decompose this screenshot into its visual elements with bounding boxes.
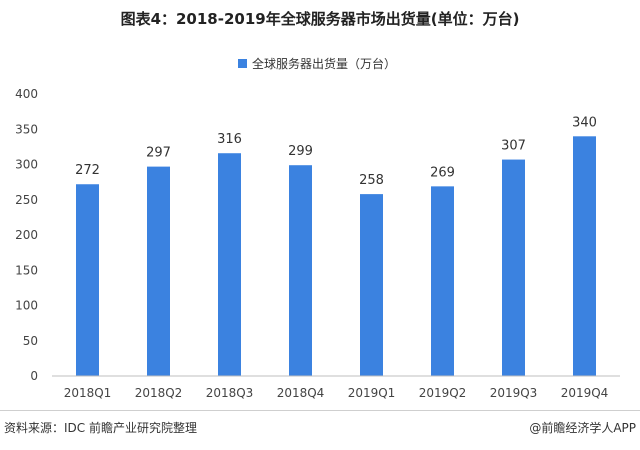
- bar: [218, 153, 241, 376]
- data-label: 297: [146, 146, 171, 161]
- bar-series: [76, 136, 596, 376]
- y-tick-label: 350: [15, 122, 38, 136]
- x-tick-label: 2019Q2: [419, 386, 467, 400]
- data-label: 269: [430, 165, 455, 180]
- y-tick-label: 50: [23, 334, 38, 348]
- bar: [147, 166, 170, 376]
- source-note: 资料来源：IDC 前瞻产业研究院整理: [4, 421, 197, 435]
- legend: 全球服务器出货量（万台）: [238, 56, 396, 71]
- bar: [289, 165, 312, 376]
- bar: [360, 194, 383, 376]
- y-tick-label: 0: [30, 369, 38, 383]
- credit-note: @前瞻经济学人APP: [529, 421, 636, 435]
- x-tick-label: 2018Q2: [135, 386, 183, 400]
- x-tick-label: 2019Q4: [561, 386, 609, 400]
- data-label: 272: [75, 163, 100, 178]
- chart-title: 图表4：2018-2019年全球服务器市场出货量(单位：万台): [120, 10, 520, 28]
- data-labels: 272 297 316 299 258 269 307 340: [75, 115, 597, 188]
- bar-chart: 全球服务器出货量（万台） 0 50 100 150 200 250 300 350 400 27…: [15, 56, 620, 400]
- data-label: 307: [501, 139, 526, 154]
- y-axis: 0 50 100 150 200 250 300 350 400: [15, 87, 38, 383]
- legend-swatch: [238, 59, 247, 68]
- data-label: 258: [359, 173, 384, 188]
- data-label: 299: [288, 144, 313, 159]
- y-tick-label: 400: [15, 87, 38, 101]
- data-label: 340: [572, 115, 597, 130]
- bar: [431, 186, 454, 376]
- x-tick-label: 2018Q1: [64, 386, 112, 400]
- x-tick-label: 2018Q3: [206, 386, 254, 400]
- x-tick-label: 2018Q4: [277, 386, 325, 400]
- y-tick-label: 250: [15, 193, 38, 207]
- x-tick-label: 2019Q3: [490, 386, 538, 400]
- x-axis: 2018Q1 2018Q2 2018Q3 2018Q4 2019Q1 2019Q2 2019…: [64, 386, 609, 400]
- y-tick-label: 150: [15, 263, 38, 277]
- footer-divider: [0, 410, 640, 411]
- y-tick-label: 100: [15, 299, 38, 313]
- bar: [76, 184, 99, 376]
- bar: [502, 159, 525, 376]
- bar: [573, 136, 596, 376]
- legend-label: 全球服务器出货量（万台）: [252, 56, 396, 71]
- y-tick-label: 300: [15, 158, 38, 172]
- x-tick-label: 2019Q1: [348, 386, 396, 400]
- data-label: 316: [217, 132, 242, 147]
- y-tick-label: 200: [15, 228, 38, 242]
